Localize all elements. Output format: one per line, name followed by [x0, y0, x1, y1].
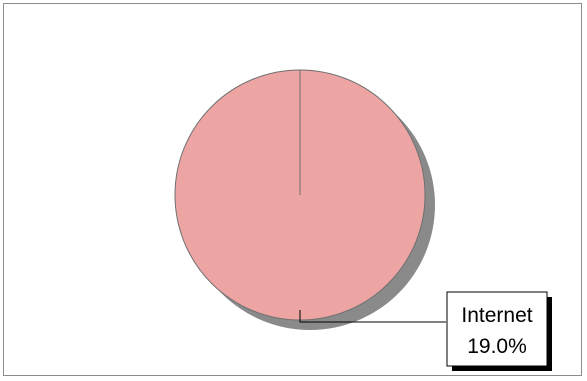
data-label-leader-line [299, 310, 446, 323]
data-label-box [446, 291, 548, 367]
data-label-value: 19.0% [467, 335, 527, 358]
data-label-category: Internet [461, 304, 532, 327]
